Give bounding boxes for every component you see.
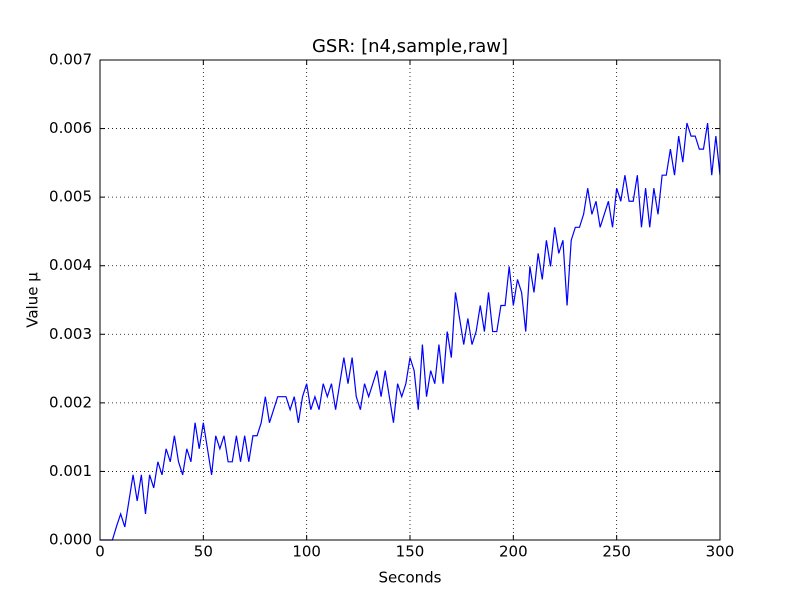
x-tick-label: 100 [292,543,321,561]
y-tick-label: 0.005 [49,188,92,206]
y-tick-label: 0.004 [49,256,92,274]
x-tick-label: 0 [95,543,105,561]
x-tick-label: 250 [602,543,631,561]
y-tick-label: 0.002 [49,393,92,411]
y-tick-label: 0.007 [49,51,92,69]
data-line [100,122,721,541]
y-tick-label: 0.000 [49,531,92,549]
x-tick-label: 300 [706,543,735,561]
y-axis-label: Value µ [24,272,42,328]
x-axis-label: Seconds [378,569,441,587]
y-tick-label: 0.003 [49,325,92,343]
plot-frame [99,59,721,541]
y-tick-label: 0.001 [49,462,92,480]
x-tick-label: 50 [194,543,213,561]
x-tick-label: 200 [499,543,528,561]
x-tick-label: 150 [396,543,425,561]
y-tick-label: 0.006 [49,119,92,137]
chart-title: GSR: [n4,sample,raw] [312,36,508,57]
